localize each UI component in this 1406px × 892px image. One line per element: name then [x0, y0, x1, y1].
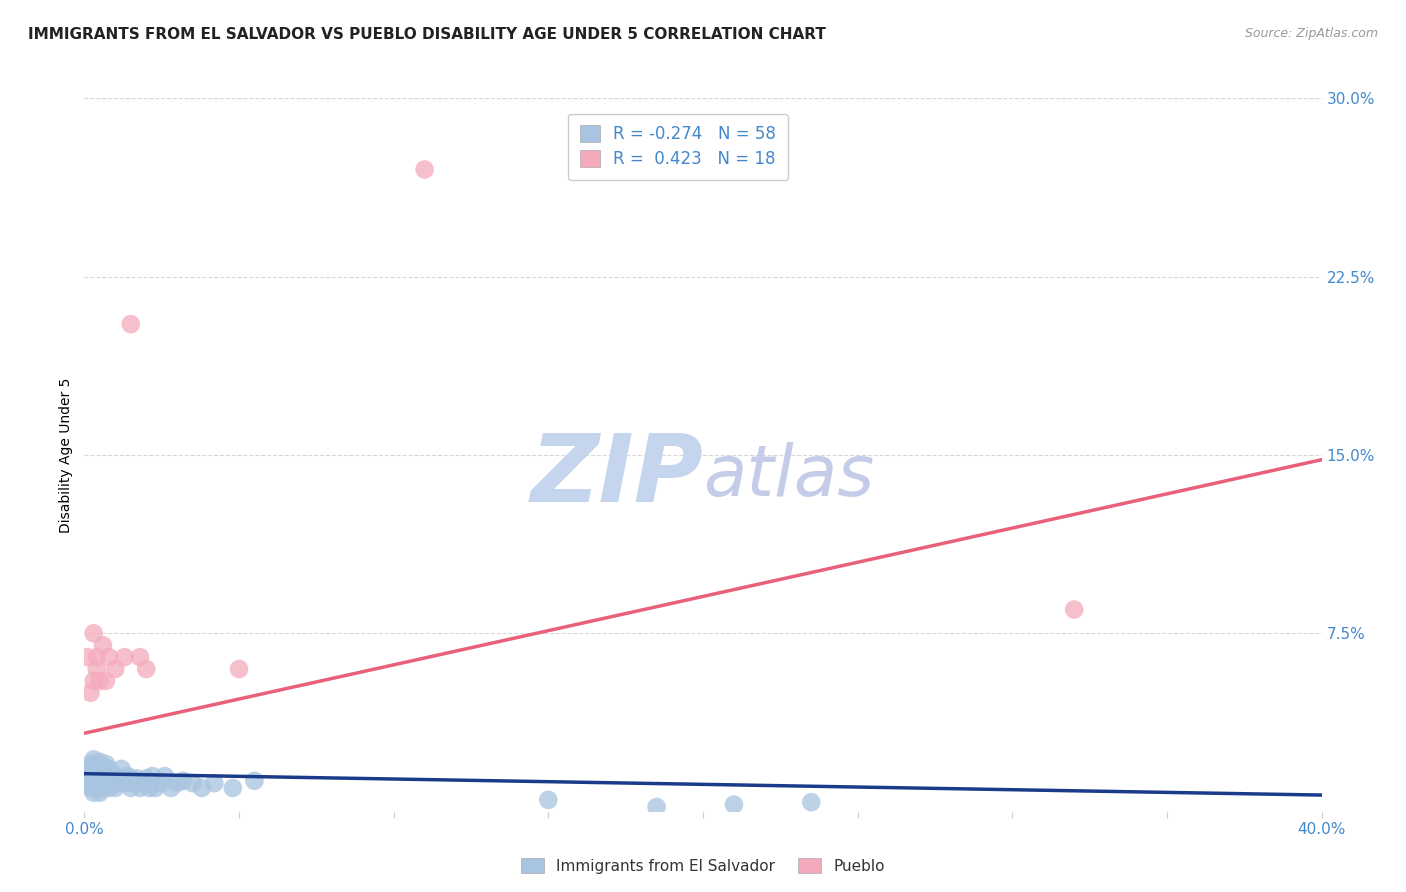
Point [129, 780, 152, 795]
Point [104, 662, 127, 676]
Point [79, 757, 101, 772]
Legend: Immigrants from El Salvador, Pueblo: Immigrants from El Salvador, Pueblo [515, 852, 891, 880]
Point [86, 650, 108, 665]
Point [104, 769, 127, 783]
Legend: R = -0.274   N = 58, R =  0.423   N = 18: R = -0.274 N = 58, R = 0.423 N = 18 [568, 113, 787, 180]
Point [125, 772, 148, 786]
Point [79, 780, 101, 795]
Point [537, 793, 560, 807]
Point [94, 673, 117, 688]
Point [101, 766, 124, 780]
Point [153, 769, 176, 783]
Point [83, 786, 105, 800]
Point [723, 797, 745, 812]
Point [98, 780, 121, 795]
Point [120, 780, 142, 795]
Point [76, 776, 98, 790]
Point [89, 764, 111, 779]
Point [94, 776, 117, 790]
Point [107, 776, 129, 790]
Point [110, 772, 132, 786]
Point [79, 769, 101, 783]
Point [145, 780, 167, 795]
Point [86, 757, 108, 772]
Point [83, 673, 105, 688]
Text: atlas: atlas [703, 442, 875, 511]
Point [89, 755, 111, 769]
Point [172, 773, 194, 788]
Point [138, 780, 160, 795]
Point [83, 752, 105, 766]
Point [166, 776, 188, 790]
Point [202, 776, 225, 790]
Point [91, 638, 114, 652]
Point [98, 772, 121, 786]
Point [94, 757, 117, 772]
Point [135, 662, 157, 676]
Point [114, 776, 136, 790]
Y-axis label: Disability Age Under 5: Disability Age Under 5 [59, 377, 73, 533]
Text: IMMIGRANTS FROM EL SALVADOR VS PUEBLO DISABILITY AGE UNDER 5 CORRELATION CHART: IMMIGRANTS FROM EL SALVADOR VS PUEBLO DI… [28, 27, 825, 42]
Point [98, 762, 121, 776]
Point [117, 769, 139, 783]
Point [1063, 602, 1085, 616]
Point [645, 800, 668, 814]
Point [120, 772, 142, 786]
Point [191, 780, 214, 795]
Point [135, 772, 157, 786]
Point [141, 769, 163, 783]
Point [222, 780, 245, 795]
Point [76, 762, 98, 776]
Point [101, 776, 124, 790]
Point [89, 773, 111, 788]
Point [110, 762, 132, 776]
Point [129, 650, 152, 665]
Text: ZIP: ZIP [530, 430, 703, 523]
Point [83, 762, 105, 776]
Point [89, 786, 111, 800]
Point [91, 769, 114, 783]
Point [150, 776, 173, 790]
Point [89, 673, 111, 688]
Point [104, 780, 127, 795]
Point [243, 773, 266, 788]
Point [114, 650, 136, 665]
Point [86, 780, 108, 795]
Point [132, 776, 155, 790]
Point [83, 772, 105, 786]
Point [83, 626, 105, 640]
Point [181, 776, 204, 790]
Point [228, 662, 250, 676]
Point [86, 662, 108, 676]
Point [120, 317, 142, 331]
Text: Source: ZipAtlas.com: Source: ZipAtlas.com [1244, 27, 1378, 40]
Point [122, 776, 145, 790]
Point [91, 780, 114, 795]
Point [79, 686, 101, 700]
Point [76, 650, 98, 665]
Point [98, 650, 121, 665]
Point [91, 759, 114, 773]
Point [160, 780, 183, 795]
Point [800, 795, 823, 809]
Point [94, 766, 117, 780]
Point [86, 766, 108, 780]
Point [413, 162, 436, 177]
